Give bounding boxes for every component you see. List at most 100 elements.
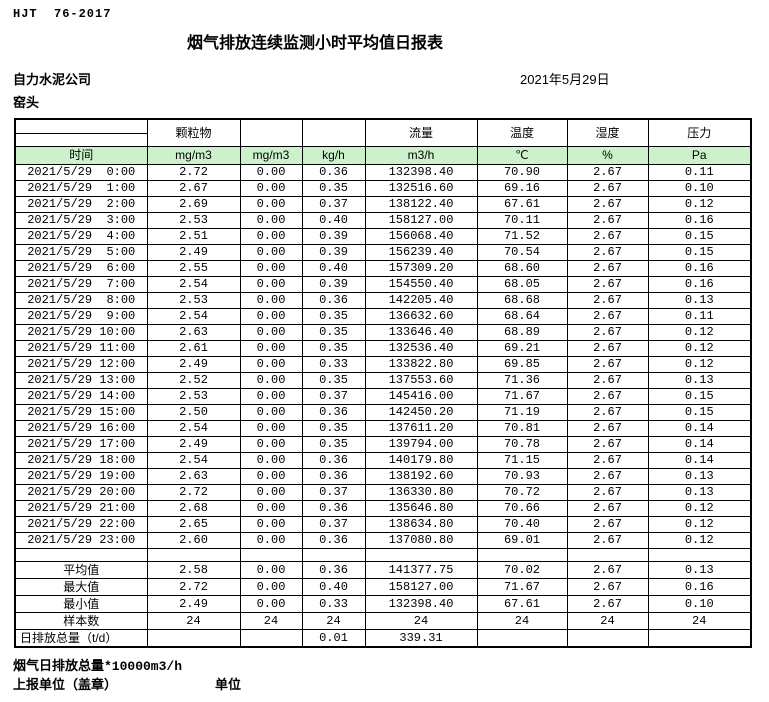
summary-label-cell: 最小值 bbox=[14, 595, 148, 613]
table-row: 2021/5/29 3:00 2.53 0.00 0.40 158127.00 70.11… bbox=[14, 212, 752, 229]
value-cell: 145416.00 bbox=[364, 388, 478, 405]
table-row: 2021/5/29 5:00 2.49 0.00 0.39 156239.40 70.54… bbox=[14, 244, 752, 261]
value-cell: 2.50 bbox=[146, 404, 241, 421]
value-cell: 2.53 bbox=[146, 388, 241, 405]
value-cell: 156239.40 bbox=[364, 244, 478, 261]
value-cell: 0.39 bbox=[301, 228, 366, 245]
empty-cell bbox=[647, 548, 752, 562]
time-cell: 2021/5/29 17:00 bbox=[14, 436, 148, 453]
value-cell: 0.12 bbox=[647, 532, 752, 549]
value-cell: 2.49 bbox=[146, 244, 241, 261]
value-cell: 0.12 bbox=[647, 516, 752, 533]
value-cell: 71.67 bbox=[476, 388, 568, 405]
value-cell: 0.39 bbox=[301, 276, 366, 293]
company-name: 自力水泥公司 bbox=[13, 72, 92, 87]
value-cell: 2.51 bbox=[146, 228, 241, 245]
value-cell: 2.67 bbox=[566, 578, 649, 596]
table-row: 2021/5/29 20:00 2.72 0.00 0.37 136330.80 70.7… bbox=[14, 484, 752, 501]
value-cell: 0.00 bbox=[239, 595, 303, 613]
value-cell: 141377.75 bbox=[364, 561, 478, 579]
value-cell: 0.15 bbox=[647, 228, 752, 245]
table-row: 2021/5/29 23:00 2.60 0.00 0.36 137080.80 69.0… bbox=[14, 532, 752, 549]
empty-cell bbox=[301, 548, 366, 562]
header-pressure: 压力 bbox=[647, 118, 752, 147]
empty-cell bbox=[364, 548, 478, 562]
value-cell: 0.16 bbox=[647, 578, 752, 596]
value-cell bbox=[476, 629, 568, 648]
summary-label-cell: 平均值 bbox=[14, 561, 148, 579]
value-cell: 2.72 bbox=[146, 578, 241, 596]
value-cell: 0.00 bbox=[239, 436, 303, 453]
unit-cell: % bbox=[566, 146, 649, 165]
table-row: 平均值 2.58 0.00 0.36 141377.75 70.02 2.67 0.13 bbox=[14, 561, 752, 579]
unit-cell: mg/m3 bbox=[146, 146, 241, 165]
value-cell: 156068.40 bbox=[364, 228, 478, 245]
time-cell: 2021/5/29 20:00 bbox=[14, 484, 148, 501]
header-flow: 流量 bbox=[364, 118, 478, 147]
summary-label-cell: 样本数 bbox=[14, 612, 148, 630]
value-cell: 2.67 bbox=[566, 180, 649, 197]
unit-cell: kg/h bbox=[301, 146, 366, 165]
value-cell: 68.89 bbox=[476, 324, 568, 341]
empty-cell bbox=[14, 548, 148, 562]
time-cell: 2021/5/29 11:00 bbox=[14, 340, 148, 357]
value-cell: 0.00 bbox=[239, 420, 303, 437]
value-cell: 2.67 bbox=[566, 292, 649, 309]
time-cell: 2021/5/29 8:00 bbox=[14, 292, 148, 309]
table-row: 2021/5/29 1:00 2.67 0.00 0.35 132516.60 69.16… bbox=[14, 180, 752, 197]
value-cell: 0.00 bbox=[239, 212, 303, 229]
time-cell: 2021/5/29 12:00 bbox=[14, 356, 148, 373]
value-cell: 0.37 bbox=[301, 484, 366, 501]
value-cell: 0.00 bbox=[239, 228, 303, 245]
value-cell: 2.67 bbox=[566, 260, 649, 277]
value-cell: 0.00 bbox=[239, 561, 303, 579]
value-cell: 0.13 bbox=[647, 561, 752, 579]
value-cell: 0.11 bbox=[647, 164, 752, 181]
value-cell: 0.14 bbox=[647, 436, 752, 453]
value-cell: 0.37 bbox=[301, 516, 366, 533]
time-cell: 2021/5/29 10:00 bbox=[14, 324, 148, 341]
table-row: 日排放总量（t/d） 0.01 339.31 bbox=[14, 629, 752, 648]
value-cell: 0.00 bbox=[239, 388, 303, 405]
time-cell: 2021/5/29 16:00 bbox=[14, 420, 148, 437]
value-cell: 24 bbox=[146, 612, 241, 630]
value-cell: 0.00 bbox=[239, 468, 303, 485]
value-cell: 2.67 bbox=[566, 420, 649, 437]
value-cell: 136632.60 bbox=[364, 308, 478, 325]
time-cell: 2021/5/29 23:00 bbox=[14, 532, 148, 549]
header-corner-top-cell bbox=[14, 118, 148, 134]
value-cell: 138192.60 bbox=[364, 468, 478, 485]
value-cell: 0.40 bbox=[301, 212, 366, 229]
value-cell: 0.35 bbox=[301, 324, 366, 341]
value-cell: 2.72 bbox=[146, 484, 241, 501]
time-cell: 2021/5/29 0:00 bbox=[14, 164, 148, 181]
value-cell: 0.13 bbox=[647, 468, 752, 485]
table-row: 2021/5/29 11:00 2.61 0.00 0.35 132536.40 69.2… bbox=[14, 340, 752, 357]
reporting-unit-label: 上报单位（盖章） bbox=[13, 677, 118, 692]
value-cell: 0.00 bbox=[239, 260, 303, 277]
table-row: 2021/5/29 9:00 2.54 0.00 0.35 136632.60 68.64… bbox=[14, 308, 752, 325]
value-cell: 2.53 bbox=[146, 292, 241, 309]
value-cell: 0.16 bbox=[647, 276, 752, 293]
value-cell: 69.16 bbox=[476, 180, 568, 197]
value-cell: 0.36 bbox=[301, 561, 366, 579]
value-cell: 2.65 bbox=[146, 516, 241, 533]
time-cell: 2021/5/29 18:00 bbox=[14, 452, 148, 469]
value-cell: 24 bbox=[239, 612, 303, 630]
report-date: 2021年5月29日 bbox=[520, 72, 610, 87]
value-cell: 0.00 bbox=[239, 196, 303, 213]
value-cell: 24 bbox=[647, 612, 752, 630]
value-cell: 0.00 bbox=[239, 356, 303, 373]
table-row: 2021/5/29 8:00 2.53 0.00 0.36 142205.40 68.68… bbox=[14, 292, 752, 309]
value-cell: 0.12 bbox=[647, 324, 752, 341]
value-cell: 69.21 bbox=[476, 340, 568, 357]
value-cell: 0.16 bbox=[647, 212, 752, 229]
summary-label-cell: 最大值 bbox=[14, 578, 148, 596]
summary-label-cell: 日排放总量（t/d） bbox=[14, 629, 148, 648]
summary-rows: 平均值 2.58 0.00 0.36 141377.75 70.02 2.67 0.13 最大值… bbox=[14, 561, 752, 648]
time-cell: 2021/5/29 3:00 bbox=[14, 212, 148, 229]
value-cell: 0.15 bbox=[647, 388, 752, 405]
value-cell: 0.15 bbox=[647, 404, 752, 421]
table-row: 2021/5/29 13:00 2.52 0.00 0.35 137553.60 71.3… bbox=[14, 372, 752, 389]
